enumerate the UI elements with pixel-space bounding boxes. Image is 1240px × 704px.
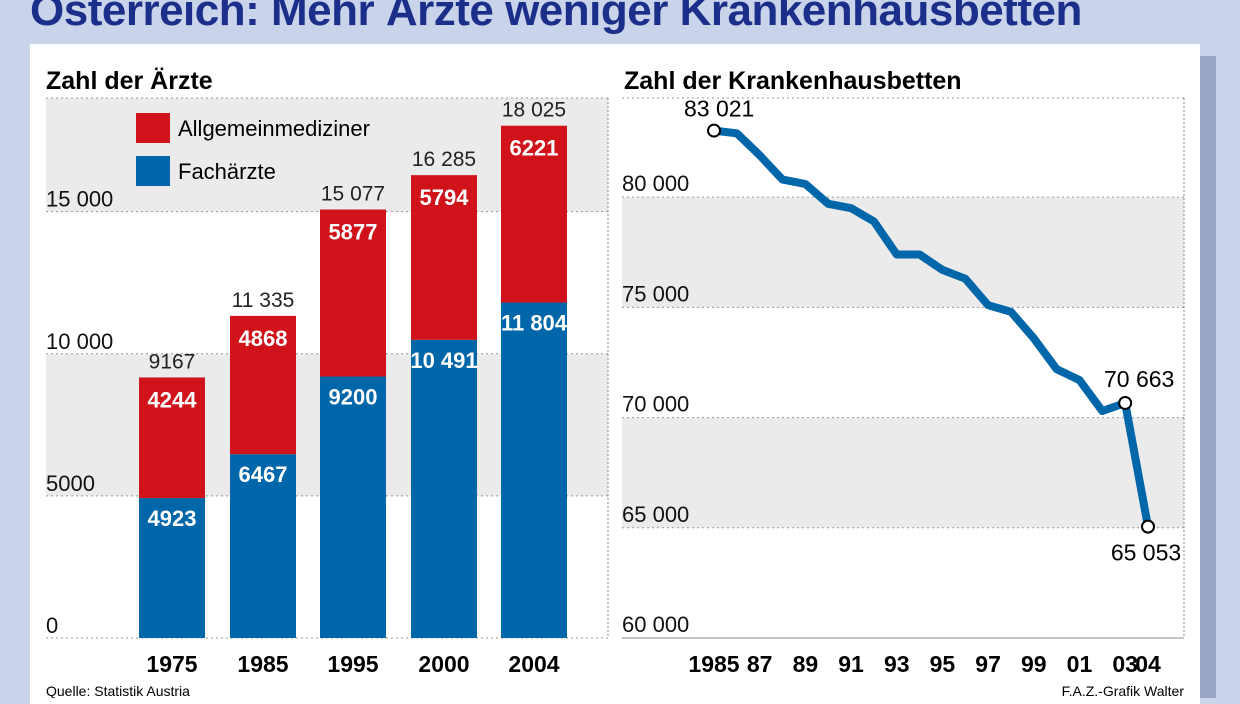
line-x-tick-label: 99	[1021, 651, 1047, 677]
annotation-marker-2004	[1141, 519, 1155, 534]
line-point-1998	[1010, 311, 1012, 313]
line-point-1987	[759, 154, 761, 156]
page-title: Österreich: Mehr Ärzte weniger Krankenha…	[30, 0, 1082, 35]
data-label-fachaerzte-2000: 10 491	[410, 348, 477, 373]
data-label-allgemeinmediziner-2000: 5794	[420, 185, 470, 210]
bar-fachaerzte-1975	[139, 498, 205, 638]
line-series-krankenhausbetten	[710, 126, 1152, 531]
line-x-tick-label: 03	[1112, 651, 1138, 677]
annotation-marker-1985	[707, 123, 721, 138]
legend-label-fachaerzte: Fachärzte	[178, 159, 276, 184]
data-label-fachaerzte-1995: 9200	[329, 385, 378, 410]
bar-y-tick-label: 5000	[46, 471, 95, 496]
legend: Allgemeinmediziner Fachärzte	[136, 113, 370, 186]
bar-y-tick-label: 15 000	[46, 187, 113, 212]
bar-allgemeinmediziner-1985	[230, 315, 296, 455]
credit-label: F.A.Z.-Grafik Walter	[1062, 683, 1185, 698]
line-y-tick-label: 75 000	[622, 281, 689, 306]
line-point-1995	[941, 269, 943, 271]
panel-shadow	[1200, 56, 1216, 698]
line-y-axis: 60 000 65 000 70 000 75 000 80 000	[622, 171, 689, 637]
bar-allgemeinmediziner-2004	[501, 125, 567, 303]
line-point-2000	[1056, 368, 1058, 370]
annotation-label-2004: 65 053	[1111, 540, 1181, 566]
source-label: Quelle: Statistik Austria	[46, 683, 190, 698]
annotation-label-1985: 83 021	[684, 96, 754, 122]
data-label-allgemeinmediziner-1995: 5877	[329, 219, 378, 244]
line-point-1996	[964, 278, 966, 280]
data-label-allgemeinmediziner-1985: 4868	[239, 326, 288, 351]
data-label-fachaerzte-2004: 11 804	[501, 311, 568, 336]
line-krankenhausbetten	[710, 126, 1152, 531]
total-label-1985: 11 335	[232, 289, 295, 312]
line-point-1991	[850, 207, 852, 209]
bar-x-tick-label: 1995	[327, 651, 378, 677]
line-y-tick-label: 65 000	[622, 502, 689, 527]
line-point-1990	[827, 203, 829, 205]
bar-x-tick-label: 2004	[508, 651, 559, 677]
legend-label-allgemeinmediziner: Allgemeinmediziner	[178, 116, 370, 141]
line-x-tick-label: 93	[884, 651, 910, 677]
line-point-2001	[1078, 379, 1080, 381]
line-annotations: 83 021 70 663 65 053	[684, 96, 1181, 566]
line-x-tick-label: 1985	[688, 651, 739, 677]
bar-allgemeinmediziner-1975	[139, 377, 205, 499]
annotation-label-2003: 70 663	[1104, 366, 1174, 392]
bar-fachaerzte-2000	[411, 339, 477, 638]
line-x-tick-label: 01	[1067, 651, 1093, 677]
bar-y-tick-label: 10 000	[46, 329, 113, 354]
line-y-tick-label: 60 000	[622, 612, 689, 637]
line-x-tick-label: 04	[1135, 651, 1161, 677]
data-label-fachaerzte-1975: 4923	[148, 506, 197, 531]
bar-x-axis: 1975 1985 1995 2000 2004	[146, 651, 559, 677]
line-point-1997	[987, 304, 989, 306]
total-label-1995: 15 077	[321, 182, 385, 205]
bar-chart-title: Zahl der Ärzte	[46, 67, 213, 95]
line-point-2002	[1101, 410, 1103, 412]
total-label-2004: 18 025	[502, 99, 566, 122]
bar-fachaerzte-1995	[320, 376, 386, 638]
bar-allgemeinmediziner-2000	[411, 175, 477, 340]
line-point-1989	[804, 183, 806, 185]
legend-swatch-fachaerzte	[136, 156, 170, 186]
line-x-tick-label: 95	[930, 651, 956, 677]
line-x-tick-label: 87	[747, 651, 773, 677]
line-x-tick-label: 97	[975, 651, 1001, 677]
bar-x-tick-label: 2000	[418, 651, 469, 677]
bar-x-tick-label: 1975	[146, 651, 197, 677]
line-x-tick-label: 89	[793, 651, 819, 677]
total-label-2000: 16 285	[412, 148, 476, 171]
line-point-1988	[782, 179, 784, 181]
data-label-allgemeinmediziner-2004: 6221	[510, 136, 559, 161]
line-band	[622, 417, 1184, 528]
data-label-allgemeinmediziner-1975: 4244	[148, 387, 198, 412]
bar-fachaerzte-1985	[230, 454, 296, 638]
line-y-tick-label: 80 000	[622, 171, 689, 196]
annotation-marker-2003	[1118, 395, 1133, 410]
bar-x-tick-label: 1985	[237, 651, 288, 677]
bar-y-tick-label: 0	[46, 613, 58, 638]
line-y-tick-label: 70 000	[622, 392, 689, 417]
bar-fachaerzte-2004	[501, 302, 567, 638]
line-point-1986	[736, 132, 738, 134]
line-chart-title: Zahl der Krankenhausbetten	[624, 67, 962, 95]
line-point-1999	[1033, 337, 1035, 339]
total-label-1975: 9167	[149, 350, 196, 373]
line-point-1994	[919, 253, 921, 255]
line-point-1993	[896, 253, 898, 255]
data-label-fachaerzte-1985: 6467	[239, 462, 288, 487]
bar-series: 4923 4244 9167 6467 4868 11 335 9200 5877 15 077…	[139, 99, 568, 638]
bar-y-axis: 0 5000 10 000 15 000	[46, 187, 113, 638]
line-point-1992	[873, 220, 875, 222]
legend-swatch-allgemeinmediziner	[136, 113, 170, 143]
bar-allgemeinmediziner-1995	[320, 209, 386, 377]
line-x-tick-label: 91	[838, 651, 864, 677]
